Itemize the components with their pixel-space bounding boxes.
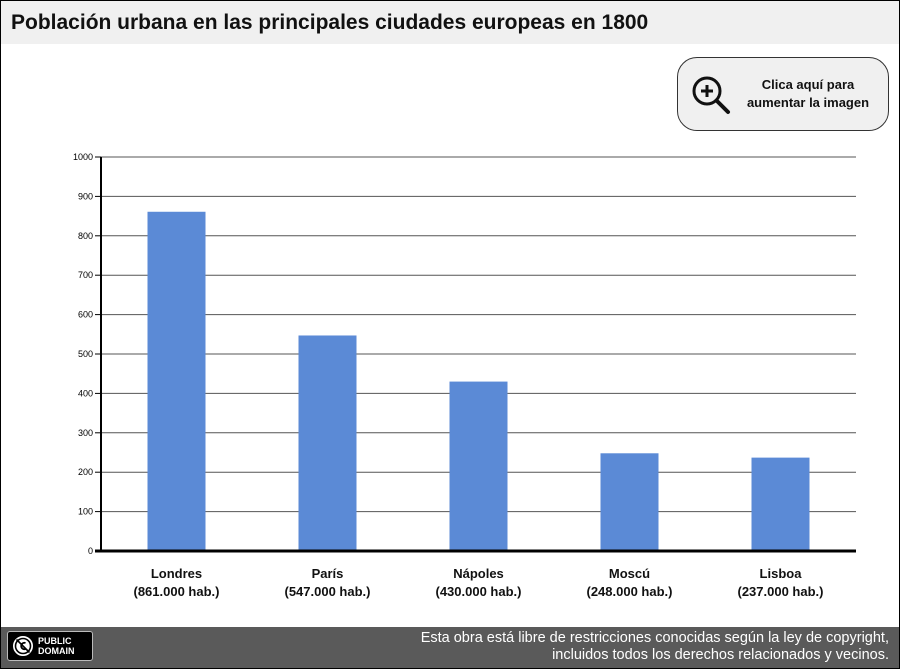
badge-line2: DOMAIN [38, 646, 75, 656]
y-tick-label: 0 [88, 546, 93, 556]
title-bar: Población urbana en las principales ciud… [1, 1, 899, 44]
y-tick-label: 900 [78, 191, 93, 201]
y-tick-label: 200 [78, 467, 93, 477]
bar-chart: 0 100 200 300 400 500 600 700 800 900 1000 Londres (… [73, 152, 856, 599]
footer: PUBLIC DOMAIN Esta obra está libre de re… [1, 627, 899, 668]
x-tick-note: (237.000 hab.) [738, 584, 824, 599]
zoom-label-line2: aumentar la imagen [746, 95, 870, 110]
badge-line1: PUBLIC [38, 636, 72, 646]
page-title: Población urbana en las principales ciud… [11, 11, 649, 34]
x-tick-label: París [312, 566, 344, 581]
bar-parís [298, 335, 357, 551]
y-tick-label: 600 [78, 310, 93, 320]
x-tick-note: (547.000 hab.) [285, 584, 371, 599]
x-tick-label: Nápoles [453, 566, 504, 581]
bar-moscú [600, 453, 659, 551]
x-tick-note: (861.000 hab.) [134, 584, 220, 599]
public-domain-label: PUBLIC DOMAIN [38, 636, 75, 656]
y-tick-label: 800 [78, 231, 93, 241]
public-domain-badge[interactable]: PUBLIC DOMAIN [7, 631, 93, 661]
x-tick-label: Londres [151, 566, 202, 581]
x-tick-label: Moscú [609, 566, 650, 581]
x-tick-note: (430.000 hab.) [436, 584, 522, 599]
license-line1: Esta obra está libre de restricciones co… [420, 630, 889, 646]
y-tick-label: 1000 [73, 152, 93, 162]
bar-lisboa [751, 457, 810, 551]
zoom-button[interactable]: Clica aquí para aumentar la imagen [677, 57, 889, 131]
license-line2: incluidos todos los derechos relacionado… [552, 647, 889, 663]
license-notice: Esta obra está libre de restricciones co… [421, 630, 889, 664]
y-tick-label: 500 [78, 349, 93, 359]
zoom-label-line1: Clica aquí para [761, 77, 855, 92]
y-tick-label: 300 [78, 428, 93, 438]
x-tick-label: Lisboa [760, 566, 803, 581]
bar-nápoles [449, 381, 508, 551]
zoom-in-icon [692, 76, 730, 114]
y-tick-label: 100 [78, 507, 93, 517]
x-tick-note: (248.000 hab.) [587, 584, 673, 599]
public-domain-icon [13, 636, 33, 656]
zoom-button-label: Clica aquí para aumentar la imagen [736, 76, 880, 112]
y-tick-label: 400 [78, 388, 93, 398]
bar-londres [147, 211, 206, 551]
y-tick-label: 700 [78, 270, 93, 280]
